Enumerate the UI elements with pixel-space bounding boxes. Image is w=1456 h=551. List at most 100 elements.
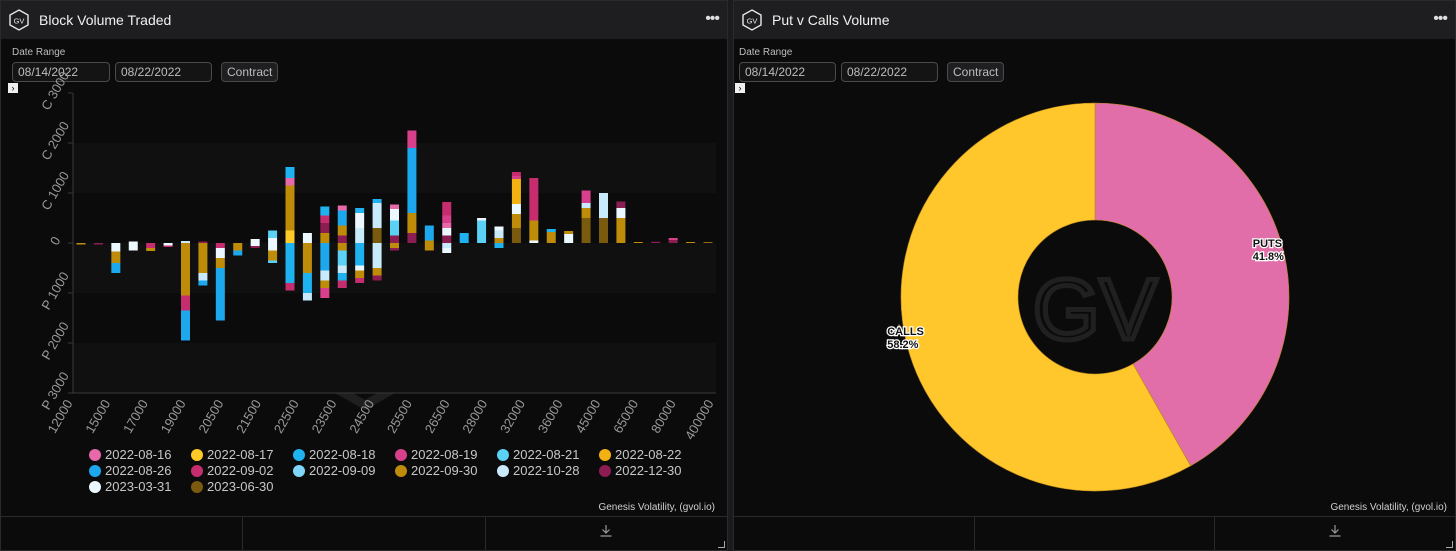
- bar-segment[interactable]: [128, 243, 138, 251]
- bar-segment[interactable]: [442, 243, 452, 248]
- download-icon[interactable]: [599, 524, 613, 538]
- bar-segment[interactable]: [442, 228, 452, 236]
- legend-item[interactable]: 2022-08-26: [89, 463, 191, 478]
- bar-segment[interactable]: [494, 230, 504, 239]
- bar-segment[interactable]: [511, 176, 521, 179]
- bar-segment[interactable]: [337, 205, 347, 211]
- bar-segment[interactable]: [599, 218, 608, 243]
- bar-segment[interactable]: [372, 275, 382, 281]
- contract-button[interactable]: Contract: [947, 62, 1005, 82]
- bar-segment[interactable]: [494, 238, 504, 243]
- bar-segment[interactable]: [250, 246, 260, 248]
- bar-segment[interactable]: [181, 310, 190, 341]
- bar-segment[interactable]: [215, 243, 225, 248]
- bar-segment[interactable]: [198, 243, 208, 273]
- bar-segment[interactable]: [250, 243, 260, 246]
- bar-segment[interactable]: [93, 243, 103, 245]
- bar-segment[interactable]: [355, 243, 365, 266]
- bar-segment[interactable]: [494, 243, 504, 248]
- bar-segment[interactable]: [320, 233, 330, 243]
- bar-segment[interactable]: [581, 190, 591, 204]
- bar-segment[interactable]: [529, 240, 539, 244]
- bar-segment[interactable]: [320, 288, 330, 298]
- bar-segment[interactable]: [668, 240, 678, 243]
- bar-segment[interactable]: [390, 204, 399, 210]
- legend-item[interactable]: 2022-09-30: [395, 463, 497, 478]
- bar-segment[interactable]: [302, 273, 312, 293]
- bar-segment[interactable]: [215, 258, 225, 268]
- legend-item[interactable]: 2022-08-18: [293, 447, 395, 462]
- donut-slice[interactable]: [1094, 102, 1290, 467]
- bar-segment[interactable]: [407, 148, 417, 213]
- bar-segment[interactable]: [233, 243, 243, 251]
- legend-item[interactable]: 2022-09-09: [293, 463, 395, 478]
- bar-segment[interactable]: [511, 172, 521, 176]
- bar-segment[interactable]: [337, 265, 347, 274]
- bar-segment[interactable]: [285, 243, 295, 283]
- bar-segment[interactable]: [633, 242, 643, 243]
- expand-toggle-icon[interactable]: ›: [735, 83, 745, 93]
- bar-segment[interactable]: [355, 208, 365, 213]
- bar-segment[interactable]: [442, 235, 452, 244]
- bar-segment[interactable]: [529, 220, 539, 241]
- bar-segment[interactable]: [181, 295, 190, 311]
- bar-segment[interactable]: [76, 243, 86, 245]
- bar-segment[interactable]: [372, 199, 382, 203]
- bar-segment[interactable]: [546, 232, 556, 243]
- legend-item[interactable]: 2022-08-17: [191, 447, 293, 462]
- expand-toggle-icon[interactable]: ›: [8, 83, 18, 93]
- bar-segment[interactable]: [337, 225, 347, 236]
- bar-segment[interactable]: [285, 230, 295, 244]
- bar-segment[interactable]: [651, 241, 661, 243]
- bar-segment[interactable]: [268, 230, 278, 239]
- bar-segment[interactable]: [511, 204, 521, 214]
- bar-segment[interactable]: [703, 242, 713, 243]
- bar-segment[interactable]: [163, 245, 173, 248]
- bar-segment[interactable]: [581, 208, 591, 218]
- bar-segment[interactable]: [198, 241, 208, 244]
- bar-segment[interactable]: [285, 167, 295, 178]
- end-date-input[interactable]: 08/22/2022: [115, 62, 212, 82]
- start-date-input[interactable]: 08/14/2022: [12, 62, 110, 82]
- resize-handle[interactable]: [1446, 541, 1453, 548]
- more-vert-icon[interactable]: •••: [1433, 10, 1448, 27]
- bar-segment[interactable]: [390, 209, 399, 221]
- end-date-input[interactable]: 08/22/2022: [841, 62, 938, 82]
- bar-segment[interactable]: [337, 210, 347, 226]
- bar-segment[interactable]: [111, 251, 121, 264]
- bar-segment[interactable]: [250, 239, 260, 243]
- bar-segment[interactable]: [337, 280, 347, 289]
- bar-segment[interactable]: [564, 231, 574, 234]
- bar-segment[interactable]: [285, 185, 295, 231]
- bar-segment[interactable]: [581, 218, 591, 243]
- bar-segment[interactable]: [268, 238, 278, 243]
- bar-segment[interactable]: [268, 243, 278, 251]
- bar-segment[interactable]: [146, 243, 156, 248]
- legend-item[interactable]: 2022-09-02: [191, 463, 293, 478]
- bar-segment[interactable]: [390, 220, 399, 236]
- bar-segment[interactable]: [511, 228, 521, 243]
- bar-segment[interactable]: [390, 248, 399, 251]
- bar-segment[interactable]: [111, 263, 121, 273]
- legend-item[interactable]: 2022-12-30: [599, 463, 701, 478]
- bar-segment[interactable]: [355, 278, 365, 283]
- bar-segment[interactable]: [442, 215, 452, 224]
- bar-segment[interactable]: [198, 280, 208, 286]
- bar-segment[interactable]: [424, 240, 434, 244]
- bar-segment[interactable]: [407, 130, 417, 149]
- bar-segment[interactable]: [111, 243, 121, 252]
- bar-segment[interactable]: [233, 250, 243, 256]
- bar-segment[interactable]: [355, 265, 365, 271]
- bar-segment[interactable]: [424, 243, 434, 251]
- bar-segment[interactable]: [616, 201, 626, 209]
- bar-segment[interactable]: [302, 293, 312, 301]
- bar-segment[interactable]: [424, 225, 434, 241]
- bar-segment[interactable]: [511, 214, 521, 228]
- legend-item[interactable]: 2023-03-31: [89, 479, 191, 494]
- legend-item[interactable]: 2022-10-28: [497, 463, 599, 478]
- bar-segment[interactable]: [372, 228, 382, 243]
- download-icon[interactable]: [1328, 524, 1342, 538]
- bar-segment[interactable]: [337, 243, 347, 251]
- bar-segment[interactable]: [268, 260, 278, 264]
- bar-segment[interactable]: [511, 179, 521, 204]
